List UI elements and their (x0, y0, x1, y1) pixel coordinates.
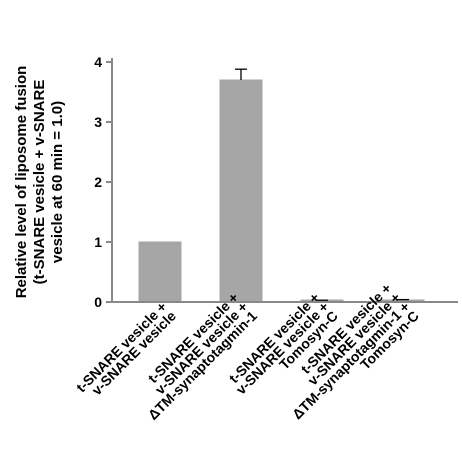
y-axis-label-line: Relative level of liposome fusion (13, 66, 30, 299)
bar (138, 241, 182, 303)
y-tick-label: 0 (94, 294, 102, 310)
y-axis-label-line: (t-SNARE vesicle + v-SNARE (31, 80, 48, 285)
y-tick-label: 4 (94, 54, 102, 70)
y-tick-label: 3 (94, 114, 102, 130)
y-tick-label: 1 (94, 234, 102, 250)
y-tick-label: 2 (94, 174, 102, 190)
bar (219, 79, 263, 303)
y-axis-label-line: vesicle at 60 min = 1.0) (49, 101, 66, 263)
y-axis-label: Relative level of liposome fusion(t-SNAR… (13, 66, 66, 299)
